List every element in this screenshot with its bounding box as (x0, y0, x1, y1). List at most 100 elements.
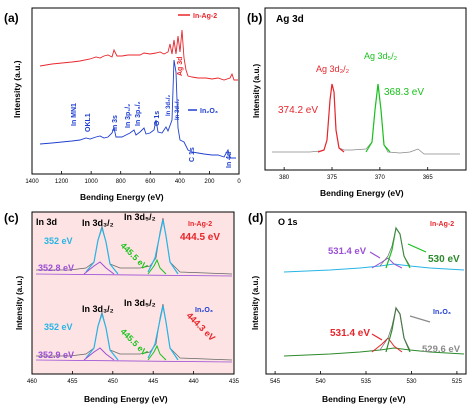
panel-d: (d) O 1s Intensity (a.u.) Bending Energy… (248, 211, 467, 404)
label-ag-3d32: Ag 3d₃/₂ (316, 64, 350, 74)
peak-label-okl1: OKL1 (85, 113, 92, 132)
value-374-2: 374.2 eV (278, 105, 318, 116)
c-top-cyan-peak (85, 219, 179, 275)
d-top-baseline (283, 263, 465, 273)
d-top-envelope (379, 227, 411, 267)
panel-c-xlabel: Bending Energy (eV) (84, 394, 168, 404)
c-bottom-purple-peak (83, 347, 115, 361)
x-tick-label: 0 (237, 179, 241, 185)
x-tick-label: 450 (108, 379, 119, 385)
x-tick-label: 455 (67, 379, 78, 385)
legend-label-in-ag-2: In-Ag-2 (193, 13, 217, 20)
d-bottom-arrow-red (371, 333, 383, 341)
c-bottom-baseline (35, 359, 233, 363)
d-bottom-green-peak (385, 306, 411, 353)
c-bottom-352-9: 352.9 eV (38, 350, 74, 360)
peak-label-o-1s: O 1s (154, 111, 161, 126)
panel-b-label: (b) (247, 11, 262, 25)
x-tick-label: 380 (279, 175, 290, 181)
c-top-label-3d52: In 3d₅/₂ (124, 212, 156, 222)
survey-spectrum-in-ag-2 (39, 29, 238, 81)
panel-d-xlabel: Bending Energy (eV) (322, 394, 406, 404)
x-tick-label: 800 (116, 179, 127, 185)
x-tick-label: 1000 (84, 179, 98, 185)
peak-label-in-3d32: In 3d₃/₂ (166, 95, 172, 116)
panel-b-title: Ag 3d (276, 14, 304, 25)
c-top-purple-peak (83, 261, 115, 275)
panel-b-ylabel: Intensity (a.u.) (252, 63, 261, 118)
x-tick-label: 445 (148, 379, 159, 385)
panel-c-title: In 3d (36, 217, 57, 227)
d-top-530: 530 eV (428, 254, 460, 265)
d-bottom-531-4: 531.4 eV (330, 328, 370, 339)
panel-b-xlabel: Bending Energy (eV) (320, 188, 404, 198)
x-tick-label: 200 (204, 179, 215, 185)
panel-d-label: (d) (248, 211, 263, 225)
d-top-purple-peak (371, 257, 403, 269)
panel-b-x-ticks: 380 375 370 365 (279, 167, 433, 181)
panel-d-ylabel: Intensity (a.u.) (251, 275, 260, 330)
x-tick-label: 400 (175, 179, 186, 185)
d-top-531-4: 531.4 eV (328, 246, 367, 257)
legend-label-in2o3: In₂O₃ (200, 108, 218, 115)
x-tick-label: 435 (229, 379, 240, 385)
c-top-352-8: 352.8 eV (38, 263, 74, 273)
c-top-444-5: 444.5 eV (180, 232, 220, 243)
x-tick-label: 600 (145, 179, 156, 185)
panel-a-xlabel: Bending Energy (eV) (80, 192, 164, 202)
c-bottom-label-3d52: In 3d₅/₂ (124, 298, 156, 308)
ag-3d32-peak (317, 83, 345, 153)
c-bottom-sample-label: In₂O₃ (195, 307, 213, 314)
x-tick-label: 460 (27, 379, 38, 385)
peak-label-in-3p12: In 3p₁/₂ (125, 104, 132, 128)
d-bottom-sample-label: In₂O₃ (433, 309, 451, 316)
peak-label-in-3s: In 3s (112, 115, 119, 131)
x-tick-label: 375 (327, 175, 338, 181)
ag3d-spectrum (272, 83, 460, 155)
peak-label-c-1s: C 1s (189, 147, 196, 162)
x-tick-label: 440 (189, 379, 200, 385)
panel-a-x-ticks: 1400 1200 1000 800 600 400 200 0 (25, 171, 241, 185)
c-bottom-green-peak (147, 344, 167, 361)
c-bottom-352: 352 eV (44, 322, 73, 332)
c-top-green-peak (147, 258, 167, 275)
c-top-sample-label: In-Ag-2 (188, 221, 212, 228)
d-bottom-envelope (379, 307, 411, 351)
x-tick-label: 530 (406, 379, 417, 385)
c-bottom-label-3d32: In 3d₃/₂ (82, 304, 114, 314)
panel-b: (b) Ag 3d Intensity (a.u.) Bending Energ… (247, 7, 467, 198)
x-tick-label: 1400 (25, 179, 39, 185)
x-tick-label: 540 (316, 379, 327, 385)
d-bottom-529-6: 529.6 eV (422, 344, 461, 355)
d-top-arrow-green (407, 243, 427, 253)
panel-a: (a) Intensity (a.u.) Bending Energy (eV)… (4, 7, 241, 202)
c-top-352: 352 eV (44, 236, 73, 246)
panel-d-x-ticks: 545 540 535 530 525 (270, 371, 463, 385)
d-top-green-peak (385, 226, 411, 269)
peak-label-in-mn1: In MN1 (71, 103, 78, 126)
d-top-arrow-purple (369, 251, 381, 259)
panel-c: (c) In 3d Intensity (a.u.) Bending Energ… (4, 211, 240, 404)
d-top-sample-label: In-Ag-2 (430, 221, 454, 228)
x-tick-label: 365 (423, 175, 434, 181)
c-bottom-cyan-peak (85, 305, 179, 361)
x-tick-label: 535 (361, 379, 372, 385)
panel-c-x-ticks: 460 455 450 445 440 435 (27, 371, 240, 385)
value-368-3: 368.3 eV (384, 87, 424, 98)
ag-3d52-peak (365, 83, 391, 153)
peak-label-ag-3d: Ag 3d (177, 57, 184, 76)
c-top-label-3d32: In 3d₃/₂ (82, 218, 114, 228)
c-top-baseline (35, 273, 233, 277)
panel-c-label: (c) (4, 211, 19, 225)
panel-c-ylabel: Intensity (a.u.) (15, 275, 24, 330)
x-tick-label: 370 (375, 175, 386, 181)
x-tick-label: 545 (270, 379, 281, 385)
panel-a-label: (a) (4, 11, 19, 25)
panel-a-ylabel: Intensity (a.u.) (12, 60, 22, 118)
d-bottom-arrow-gray (409, 315, 431, 323)
peak-label-in-3d52: In 3d₅/₂ (175, 99, 181, 120)
label-ag-3d52: Ag 3d₅/₂ (364, 51, 398, 61)
x-tick-label: 525 (452, 379, 463, 385)
x-tick-label: 1200 (55, 179, 69, 185)
